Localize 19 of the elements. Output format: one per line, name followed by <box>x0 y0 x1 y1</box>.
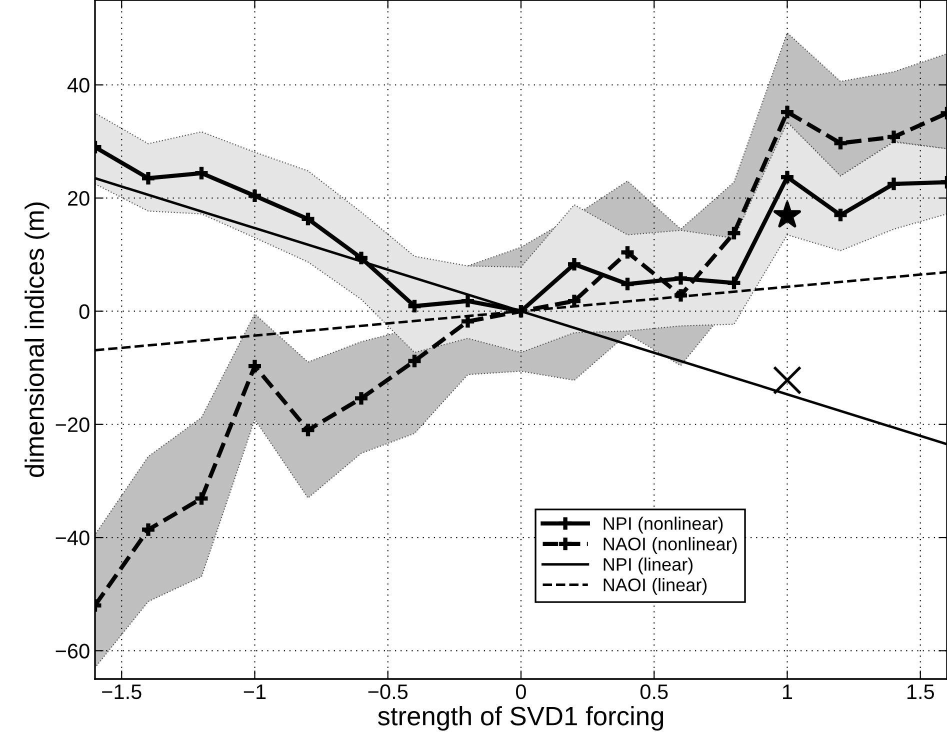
y-tick-label: −60 <box>56 644 90 658</box>
x-tick-label: 0 <box>516 684 526 700</box>
legend-label: NAOI (nonlinear) <box>604 537 737 554</box>
x-tick-label: −1 <box>244 684 266 699</box>
y-tick-label: 0 <box>79 304 90 319</box>
legend-label: NPI (nonlinear) <box>604 516 723 534</box>
legend-label: NPI (linear) <box>604 558 693 574</box>
legend-label: NAOI (linear) <box>604 578 707 595</box>
y-tick-label: 20 <box>68 191 90 206</box>
x-tick-label: 1 <box>783 684 792 699</box>
x-tick-label: 1.5 <box>907 684 934 700</box>
y-tick-label: −20 <box>56 417 90 432</box>
x-axis-title: strength of SVD1 forcing <box>378 706 664 731</box>
x-tick-label: 0.5 <box>640 684 668 700</box>
y-tick-label: 40 <box>67 78 90 93</box>
y-axis-title: dimensional indices (m) <box>24 202 50 477</box>
x-tick-label: −1.5 <box>102 684 142 700</box>
x-tick-label: −0.5 <box>368 684 408 700</box>
y-tick-label: −40 <box>56 530 90 546</box>
